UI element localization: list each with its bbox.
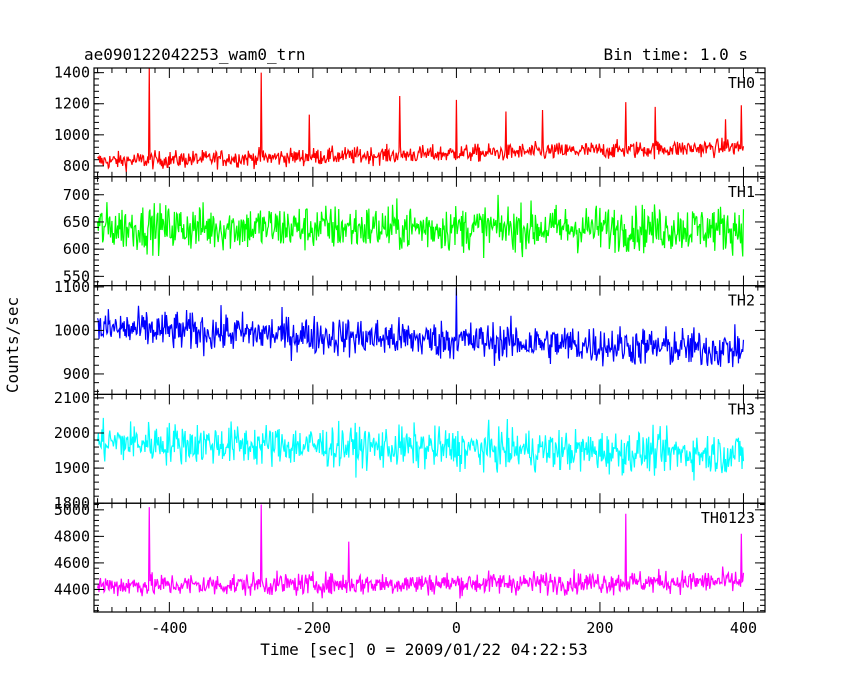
y-tick-label: 600 [63, 240, 90, 258]
x-tick-label: -200 [295, 619, 331, 637]
panel-label-th2: TH2 [728, 292, 755, 310]
series-line-th0 [97, 68, 745, 173]
panel-label-th3: TH3 [728, 400, 755, 418]
bin-time-label: Bin time: 1.0 s [604, 45, 749, 64]
series-line-th1 [96, 194, 745, 258]
y-tick-label: 900 [63, 365, 90, 383]
y-tick-label: 700 [63, 186, 90, 204]
series-line-th3 [96, 417, 745, 481]
x-tick-label: 200 [586, 619, 613, 637]
y-tick-label: 5000 [54, 501, 90, 519]
y-tick-label: 550 [63, 267, 90, 285]
panel-label-th0123: TH0123 [701, 509, 755, 527]
y-tick-label: 4400 [54, 580, 90, 598]
panels-group: 800 1000 1200 1400 TH0 550 600 650 700 TH1 900 1000… [54, 64, 766, 637]
x-tick-label: 400 [730, 619, 757, 637]
y-tick-label: 2000 [54, 424, 90, 442]
y-tick-label: 1000 [54, 126, 90, 144]
y-tick-label: 1900 [54, 459, 90, 477]
y-tick-label: 1000 [54, 321, 90, 339]
y-tick-label: 1200 [54, 95, 90, 113]
y-tick-label: 2100 [54, 389, 90, 407]
x-tick-label: 0 [452, 619, 461, 637]
y-tick-label: 1800 [54, 494, 90, 512]
y-tick-label: 650 [63, 213, 90, 231]
y-tick-label: 800 [63, 157, 90, 175]
panel-frame-th0123 [93, 502, 766, 613]
y-axis-label: Counts/sec [3, 297, 22, 393]
panel-label-th0: TH0 [728, 74, 755, 92]
y-tick-label: 1100 [54, 278, 90, 296]
x-axis-label: Time [sec] 0 = 2009/01/22 04:22:53 [260, 640, 588, 659]
chart-title: ae090122042253_wam0_trn [84, 45, 306, 64]
series-line-th2 [97, 287, 745, 368]
y-tick-label: 1400 [54, 64, 90, 82]
panel-frame-th1 [93, 176, 766, 287]
panel-label-th1: TH1 [728, 183, 755, 201]
y-tick-label: 4800 [54, 527, 90, 545]
x-tick-label: -400 [151, 619, 187, 637]
series-line-th0123 [97, 504, 745, 599]
y-tick-label: 4600 [54, 554, 90, 572]
